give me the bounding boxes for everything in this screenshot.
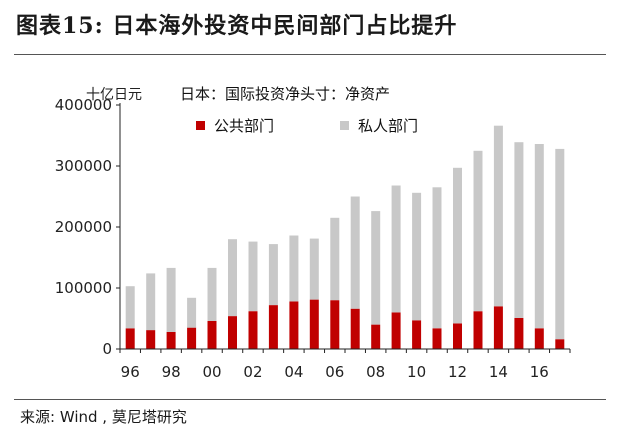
bar-private-2001: [228, 239, 237, 317]
legend-swatch-0: [196, 121, 205, 130]
bar-private-2010: [412, 192, 422, 321]
bar-public-2002: [248, 311, 258, 349]
legend-label-0: 公共部门: [214, 117, 274, 135]
legend-label-1: 私人部门: [358, 117, 418, 135]
bar-public-1998: [166, 331, 176, 349]
bar-private-2017: [555, 148, 565, 340]
x-tick-label: 10: [407, 363, 426, 381]
bar-public-2014: [493, 306, 503, 349]
bar-private-1999: [187, 297, 197, 328]
bar-private-2000: [207, 267, 217, 321]
x-tick-label: 16: [530, 363, 549, 381]
bar-public-1997: [146, 330, 156, 349]
bar-public-1996: [125, 328, 135, 349]
bar-private-2008: [371, 211, 381, 325]
y-tick-label: 300000: [55, 157, 112, 175]
stacked-bar-chart: 十亿日元 日本：国际投资净头寸：净资产 公共部门 私人部门 0 100000 2000…: [55, 85, 571, 381]
bar-private-2002: [248, 241, 258, 312]
x-tick-label: 98: [162, 363, 181, 381]
bar-private-2006: [330, 217, 340, 301]
x-tick-label: 14: [489, 363, 508, 381]
bar-private-2003: [268, 244, 278, 306]
bar-public-2013: [473, 311, 483, 349]
bar-public-2016: [534, 328, 544, 349]
legend-swatch-1: [340, 121, 349, 130]
bar-private-2015: [514, 142, 524, 318]
bar-public-2008: [371, 324, 381, 349]
bar-private-2005: [309, 238, 319, 300]
bar-private-2012: [453, 167, 462, 324]
x-tick-label: 96: [121, 363, 140, 381]
figure-title: 图表15: 日本海外投资中民间部门占比提升: [16, 13, 458, 39]
bar-public-2000: [207, 320, 217, 349]
y-tick-label: 100000: [55, 279, 112, 297]
bar-public-2003: [268, 305, 278, 349]
bar-public-2009: [391, 312, 401, 349]
axes-group: 0 100000 200000 300000 400000 96 98 00 02 04 06 08 1…: [55, 96, 571, 381]
bar-public-2017: [555, 339, 565, 349]
bar-public-2001: [228, 316, 237, 349]
bar-private-2004: [289, 235, 299, 302]
bar-private-2013: [473, 150, 483, 312]
x-tick-label: 08: [366, 363, 385, 381]
bar-private-2011: [432, 187, 442, 329]
bar-private-1996: [125, 286, 135, 329]
bar-public-2012: [453, 323, 462, 349]
bottom-rule: [14, 399, 606, 400]
bar-private-1998: [166, 267, 176, 332]
y-tick-label: 0: [102, 340, 112, 358]
x-tick-label: 06: [325, 363, 344, 381]
bars-group: [125, 125, 565, 349]
y-tick-label: 400000: [55, 96, 112, 114]
x-tick-label: 02: [243, 363, 262, 381]
x-tick-label: 00: [202, 363, 221, 381]
x-tick-label: 04: [284, 363, 303, 381]
bar-public-2011: [432, 328, 442, 349]
bar-public-2005: [309, 299, 319, 349]
chart-title: 日本：国际投资净头寸：净资产: [180, 85, 390, 103]
bar-private-1997: [146, 273, 156, 331]
bar-private-2014: [493, 125, 503, 307]
bar-private-2007: [350, 196, 360, 309]
legend: 公共部门 私人部门: [196, 117, 418, 135]
bar-public-2006: [330, 300, 340, 349]
bar-public-2015: [514, 317, 524, 349]
y-tick-label: 200000: [55, 218, 112, 236]
bar-private-2016: [534, 144, 544, 329]
bar-private-2009: [391, 185, 401, 313]
source-note: 来源: Wind , 莫尼塔研究: [20, 408, 187, 426]
bar-public-1999: [187, 327, 197, 349]
bar-public-2010: [412, 320, 422, 349]
bar-public-2004: [289, 301, 299, 349]
top-rule: [14, 54, 606, 55]
x-tick-label: 12: [448, 363, 467, 381]
y-axis-unit-label: 十亿日元: [86, 87, 142, 103]
bar-public-2007: [350, 308, 360, 349]
